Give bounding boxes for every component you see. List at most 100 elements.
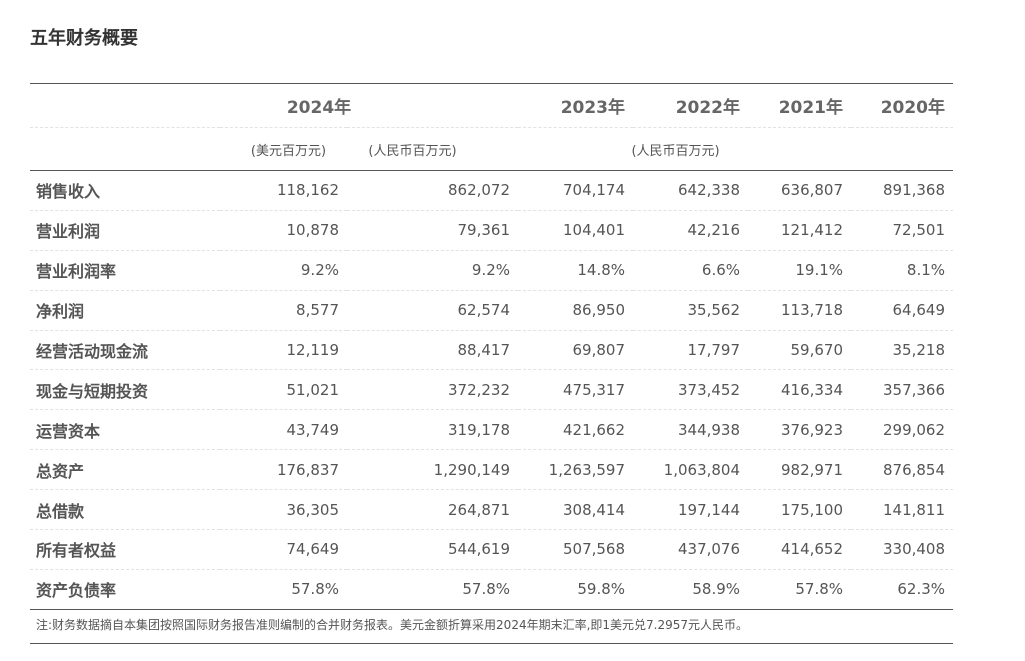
row-label: 净利润 (30, 290, 220, 331)
cell-usd: 12,119 (220, 330, 347, 371)
cell-y2024: 88,417 (347, 330, 519, 371)
cell-y2020: 891,368 (851, 170, 954, 211)
cell-usd: 57.8% (220, 569, 347, 610)
cell-y2024: 264,871 (347, 489, 519, 531)
cell-y2023: 86,950 (518, 290, 634, 331)
cell-usd: 176,837 (220, 449, 347, 491)
year-header-2023: 2023年 (518, 83, 634, 128)
cell-y2021: 416,334 (748, 369, 852, 411)
unit-rmb-history: (人民币百万元) (518, 127, 954, 171)
page-title: 五年财务概要 (30, 28, 138, 49)
cell-y2023: 308,414 (518, 489, 634, 531)
year-header-2022: 2022年 (633, 83, 749, 128)
table-row: 净利润 8,577 62,574 86,950 35,562 113,718 64,649 (30, 290, 954, 331)
row-label: 运营资本 (30, 409, 220, 451)
row-label: 总资产 (30, 449, 220, 491)
cell-y2024: 79,361 (347, 210, 519, 251)
cell-y2020: 64,649 (851, 290, 954, 331)
row-label: 营业利润 (30, 210, 220, 251)
table-row: 经营活动现金流 12,119 88,417 69,807 17,797 59,670 35,… (30, 330, 954, 371)
row-label: 销售收入 (30, 170, 220, 211)
cell-y2022: 437,076 (633, 529, 749, 570)
table-row: 销售收入 118,162 862,072 704,174 642,338 636,807 8… (30, 170, 954, 211)
cell-usd: 118,162 (220, 170, 347, 211)
cell-usd: 10,878 (220, 210, 347, 251)
divider (30, 643, 953, 644)
cell-y2021: 175,100 (748, 489, 852, 531)
cell-y2021: 57.8% (748, 569, 852, 610)
cell-y2020: 8.1% (851, 250, 954, 291)
row-label: 总借款 (30, 489, 220, 531)
cell-y2024: 57.8% (347, 569, 519, 610)
cell-y2021: 19.1% (748, 250, 852, 291)
cell-y2023: 14.8% (518, 250, 634, 291)
cell-y2023: 475,317 (518, 369, 634, 411)
cell-y2024: 1,290,149 (347, 449, 519, 491)
cell-y2023: 704,174 (518, 170, 634, 211)
year-header-2021: 2021年 (748, 83, 852, 128)
cell-y2021: 414,652 (748, 529, 852, 570)
cell-usd: 51,021 (220, 369, 347, 411)
cell-y2021: 376,923 (748, 409, 852, 451)
cell-y2022: 344,938 (633, 409, 749, 451)
table-row: 总借款 36,305 264,871 308,414 197,144 175,100 141… (30, 489, 954, 531)
cell-y2022: 58.9% (633, 569, 749, 610)
table-row: 总资产 176,837 1,290,149 1,263,597 1,063,804 982… (30, 449, 954, 491)
cell-y2020: 357,366 (851, 369, 954, 411)
cell-usd: 8,577 (220, 290, 347, 331)
financial-summary-table: 2024年 2023年 2022年 2021年 2020年 (美元百万元) (人… (30, 83, 954, 610)
cell-y2024: 544,619 (347, 529, 519, 570)
row-label: 资产负债率 (30, 569, 220, 610)
table-row: 营业利润 10,878 79,361 104,401 42,216 121,412 72,5… (30, 210, 954, 251)
cell-y2022: 35,562 (633, 290, 749, 331)
cell-y2024: 862,072 (347, 170, 519, 211)
cell-y2023: 507,568 (518, 529, 634, 570)
footnote: 注:财务数据摘自本集团按照国际财务报告准则编制的合并财务报表。美元金额折算采用2… (36, 618, 749, 632)
cell-y2022: 17,797 (633, 330, 749, 371)
row-label: 所有者权益 (30, 529, 220, 570)
table-row: 运营资本 43,749 319,178 421,662 344,938 376,923 29… (30, 409, 954, 451)
cell-usd: 36,305 (220, 489, 347, 531)
cell-y2021: 59,670 (748, 330, 852, 371)
cell-y2022: 642,338 (633, 170, 749, 211)
cell-y2023: 1,263,597 (518, 449, 634, 491)
cell-y2021: 982,971 (748, 449, 852, 491)
cell-y2020: 299,062 (851, 409, 954, 451)
cell-y2023: 59.8% (518, 569, 634, 610)
table-row: 所有者权益 74,649 544,619 507,568 437,076 414,652 3… (30, 529, 954, 570)
table-row: 资产负债率 57.8% 57.8% 59.8% 58.9% 57.8% 62.3% (30, 569, 954, 610)
cell-y2020: 330,408 (851, 529, 954, 570)
unit-rmb-2024: (人民币百万元) (347, 127, 519, 171)
cell-y2023: 421,662 (518, 409, 634, 451)
cell-y2020: 876,854 (851, 449, 954, 491)
cell-y2024: 372,232 (347, 369, 519, 411)
cell-usd: 43,749 (220, 409, 347, 451)
row-label: 现金与短期投资 (30, 369, 220, 411)
cell-y2023: 69,807 (518, 330, 634, 371)
cell-y2024: 9.2% (347, 250, 519, 291)
year-header-2024: 2024年 (220, 83, 519, 128)
unit-row: (美元百万元) (人民币百万元) (人民币百万元) (30, 127, 954, 171)
cell-y2020: 141,811 (851, 489, 954, 531)
row-label: 经营活动现金流 (30, 330, 220, 371)
cell-usd: 9.2% (220, 250, 347, 291)
cell-y2021: 113,718 (748, 290, 852, 331)
cell-y2023: 104,401 (518, 210, 634, 251)
cell-y2022: 373,452 (633, 369, 749, 411)
cell-y2020: 72,501 (851, 210, 954, 251)
table-row: 营业利润率 9.2% 9.2% 14.8% 6.6% 19.1% 8.1% (30, 250, 954, 291)
cell-y2020: 62.3% (851, 569, 954, 610)
cell-y2021: 636,807 (748, 170, 852, 211)
row-label: 营业利润率 (30, 250, 220, 291)
cell-y2021: 121,412 (748, 210, 852, 251)
unit-usd: (美元百万元) (220, 127, 347, 171)
cell-y2024: 319,178 (347, 409, 519, 451)
cell-y2022: 197,144 (633, 489, 749, 531)
cell-y2022: 1,063,804 (633, 449, 749, 491)
cell-usd: 74,649 (220, 529, 347, 570)
year-header-row: 2024年 2023年 2022年 2021年 2020年 (30, 83, 954, 128)
year-header-2020: 2020年 (851, 83, 954, 128)
cell-y2022: 42,216 (633, 210, 749, 251)
cell-y2022: 6.6% (633, 250, 749, 291)
cell-y2024: 62,574 (347, 290, 519, 331)
